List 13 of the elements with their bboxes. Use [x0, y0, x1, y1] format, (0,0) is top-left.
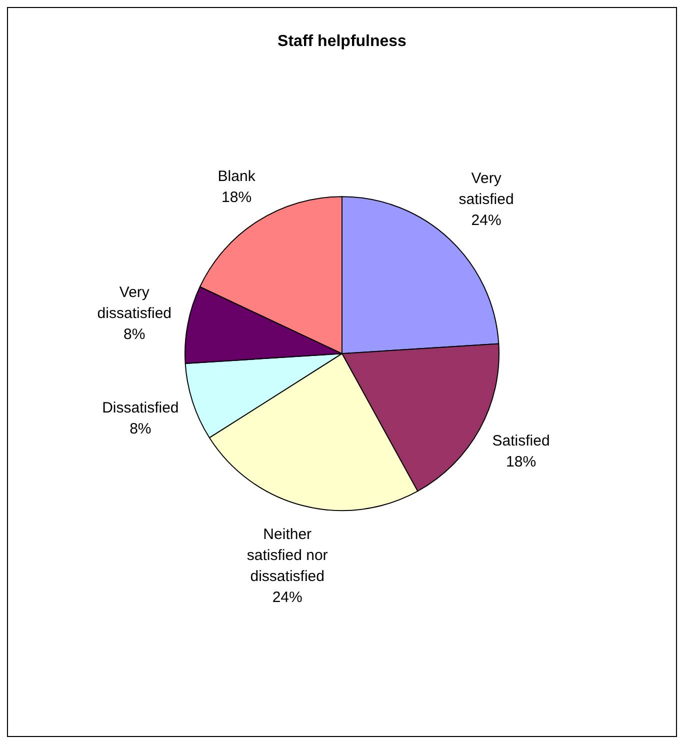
data-label: 24%: [471, 212, 502, 230]
slice-label: Satisfied: [492, 432, 550, 450]
chart-title: Staff helpfulness: [278, 33, 407, 50]
data-label: 18%: [222, 189, 252, 206]
slice-label: Blank: [218, 168, 256, 186]
slice-label: Very dissatisfied: [97, 284, 172, 322]
slice-label: Dissatisfied: [102, 400, 179, 417]
data-label: 18%: [506, 454, 536, 471]
data-label: 24%: [272, 589, 302, 606]
data-label: 8%: [130, 420, 152, 438]
data-label: 8%: [124, 326, 146, 344]
slice-label: Neither satisfied nor dissatisfied: [246, 526, 328, 586]
slice-label: Very satisfied: [458, 170, 514, 208]
